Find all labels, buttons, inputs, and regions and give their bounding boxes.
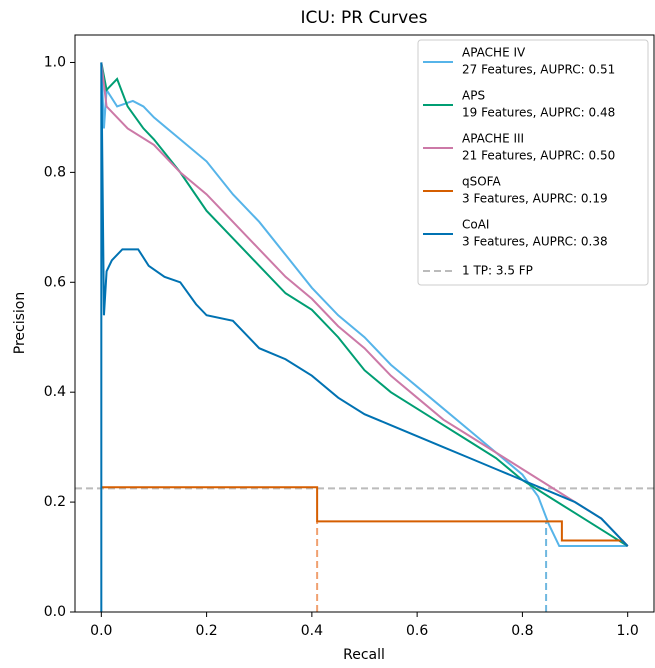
legend-detail: 21 Features, AUPRC: 0.50 [462,149,615,163]
pr-curve [100,62,629,612]
legend: APACHE IV 27 Features, AUPRC: 0.51 APS 19 F… [417,39,649,286]
x-tick-label: 0.2 [195,623,217,639]
pr-curve [100,62,629,547]
plot-frame [74,34,655,613]
legend-detail: 19 Features, AUPRC: 0.48 [462,106,615,120]
y-tick-label: 0.6 [44,274,66,290]
y-tick-label: 0.2 [44,494,66,510]
legend-detail: 3 Features, AUPRC: 0.19 [462,192,608,206]
legend-detail: 27 Features, AUPRC: 0.51 [462,63,615,77]
pr-curve [100,62,628,548]
x-tick-label: 1.0 [617,623,639,639]
y-tick-label: 0.4 [44,384,66,400]
legend-label: APACHE III [462,132,524,146]
y-tick-label: 0.0 [44,604,66,620]
y-tick-label: 0.8 [44,164,66,180]
y-tick-label: 1.0 [44,54,66,70]
legend-label: APS [462,89,485,103]
legend-label: 1 TP: 3.5 FP [462,264,533,278]
x-tick-label: 0.8 [511,623,533,639]
legend-label: CoAI [462,218,489,232]
legend-label: qSOFA [462,175,501,189]
legend-detail: 3 Features, AUPRC: 0.38 [462,235,608,249]
x-tick-label: 0.6 [406,623,428,639]
x-tick-label: 0.4 [301,623,323,639]
x-axis-label: Recall [343,647,385,663]
y-axis-label: Precision [12,292,28,354]
chart-title: ICU: PR Curves [301,8,428,28]
x-tick-label: 0.0 [90,623,112,639]
legend-label: APACHE IV [462,46,526,60]
plot-area [75,62,654,612]
legend-box [417,39,649,286]
